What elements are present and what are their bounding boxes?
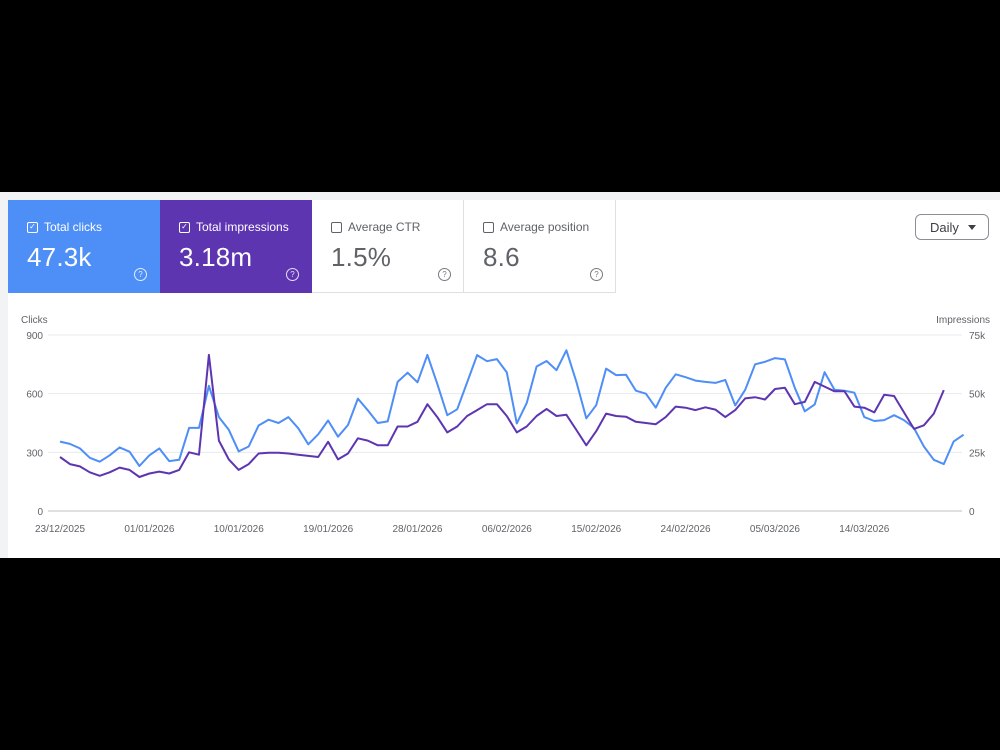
metric-value: 3.18m bbox=[179, 242, 253, 272]
series-line-clicks bbox=[59, 349, 965, 467]
right-axis-title: Impressions bbox=[936, 315, 990, 326]
help-glyph: ? bbox=[442, 270, 447, 279]
metric-card-total-impressions[interactable]: ✓ Total impressions 3.18m ? bbox=[160, 200, 312, 293]
help-icon[interactable]: ? bbox=[438, 268, 451, 281]
checkbox-checked-icon[interactable]: ✓ bbox=[27, 221, 38, 233]
metric-card-average-ctr[interactable]: Average CTR 1.5% ? bbox=[312, 200, 464, 293]
left-tick-label: 0 bbox=[37, 507, 43, 518]
check-icon: ✓ bbox=[29, 222, 36, 231]
metric-header: Average CTR bbox=[331, 220, 420, 234]
check-icon: ✓ bbox=[181, 222, 188, 231]
metric-value: 1.5% bbox=[331, 242, 392, 272]
left-tick-label: 600 bbox=[26, 390, 43, 401]
help-glyph: ? bbox=[594, 270, 599, 279]
x-tick-label: 14/03/2026 bbox=[839, 524, 889, 535]
x-tick-label: 19/01/2026 bbox=[303, 524, 353, 535]
metric-value: 47.3k bbox=[27, 242, 92, 272]
metric-card-total-clicks[interactable]: ✓ Total clicks 47.3k ? bbox=[8, 200, 160, 293]
checkbox-unchecked-icon[interactable] bbox=[483, 221, 494, 233]
metric-label: Total clicks bbox=[44, 220, 103, 234]
x-tick-label: 15/02/2026 bbox=[571, 524, 621, 535]
right-tick-label: 50k bbox=[969, 390, 986, 401]
metric-header: Average position bbox=[483, 220, 589, 234]
metric-card-average-position[interactable]: Average position 8.6 ? bbox=[464, 200, 616, 293]
performance-panel: ✓ Total clicks 47.3k ? ✓ Total impressio… bbox=[0, 192, 1000, 558]
x-tick-label: 06/02/2026 bbox=[482, 524, 532, 535]
metric-header: ✓ Total clicks bbox=[27, 220, 102, 234]
performance-chart: Clicks Impressions 0 0 300 25k 600 50k 900 75k 23/… bbox=[21, 315, 990, 535]
checkbox-checked-icon[interactable]: ✓ bbox=[179, 221, 190, 233]
help-icon[interactable]: ? bbox=[134, 268, 147, 281]
help-glyph: ? bbox=[138, 270, 143, 279]
performance-card: ✓ Total clicks 47.3k ? ✓ Total impressio… bbox=[8, 200, 1000, 558]
series-line-impressions bbox=[59, 353, 945, 478]
right-tick-label: 75k bbox=[969, 331, 986, 342]
metric-header: ✓ Total impressions bbox=[179, 220, 289, 234]
granularity-dropdown[interactable]: Daily bbox=[915, 214, 989, 240]
right-tick-label: 0 bbox=[969, 507, 975, 518]
x-tick-label: 10/01/2026 bbox=[214, 524, 264, 535]
metric-value: 8.6 bbox=[483, 242, 520, 272]
x-tick-label: 23/12/2025 bbox=[35, 524, 85, 535]
metric-label: Average position bbox=[500, 220, 590, 234]
help-icon[interactable]: ? bbox=[286, 268, 299, 281]
checkbox-unchecked-icon[interactable] bbox=[331, 221, 342, 233]
x-tick-label: 05/03/2026 bbox=[750, 524, 800, 535]
metric-label: Average CTR bbox=[348, 220, 421, 234]
left-axis-title: Clicks bbox=[21, 315, 48, 326]
granularity-label: Daily bbox=[930, 219, 959, 235]
left-tick-label: 900 bbox=[26, 331, 43, 342]
help-glyph: ? bbox=[290, 270, 295, 279]
left-tick-label: 300 bbox=[26, 448, 43, 459]
metric-label: Total impressions bbox=[196, 220, 289, 234]
help-icon[interactable]: ? bbox=[590, 268, 603, 281]
x-tick-label: 01/01/2026 bbox=[124, 524, 174, 535]
x-tick-label: 28/01/2026 bbox=[392, 524, 442, 535]
x-tick-label: 24/02/2026 bbox=[661, 524, 711, 535]
right-tick-label: 25k bbox=[969, 448, 986, 459]
caret-down-icon bbox=[968, 225, 976, 230]
